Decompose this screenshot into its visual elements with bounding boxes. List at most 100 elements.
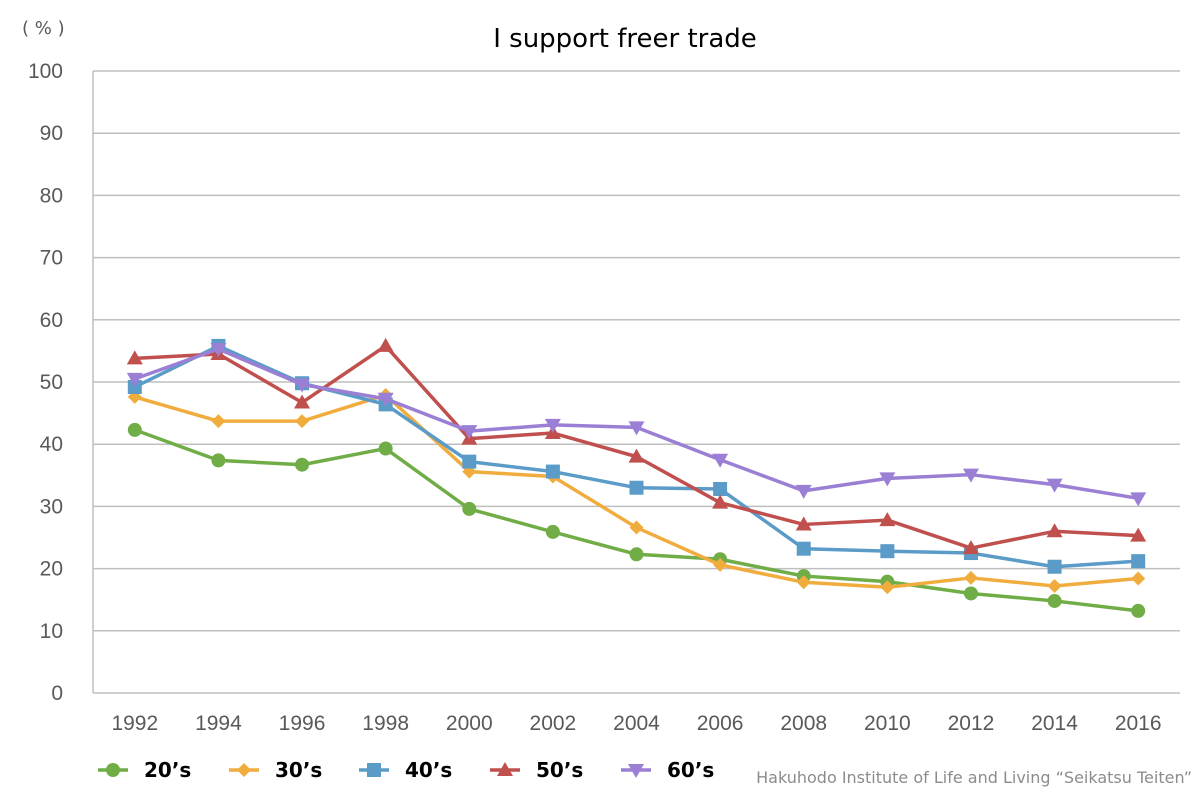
data-point-marker	[1130, 527, 1147, 542]
data-point-marker	[796, 541, 811, 556]
data-point-marker	[294, 378, 311, 393]
legend-label: 50’s	[536, 758, 583, 782]
legend-label: 20’s	[144, 758, 191, 782]
legend: 20’s 30’s 40’s 50’s 60’s	[98, 758, 714, 782]
legend-swatch-marker	[497, 762, 513, 776]
legend-swatch-marker	[237, 763, 251, 777]
data-point-marker	[210, 343, 227, 358]
x-tick-label: 1992	[111, 712, 158, 735]
series-lines	[126, 337, 1147, 618]
data-point-marker	[962, 540, 979, 555]
legend-item: 60’s	[621, 758, 714, 782]
legend-label: 30’s	[275, 758, 322, 782]
data-point-marker	[1046, 523, 1063, 538]
y-tick-label: 40	[40, 433, 63, 456]
x-tick-label: 2004	[613, 712, 660, 735]
data-point-marker	[462, 454, 477, 469]
data-point-marker	[629, 547, 644, 562]
y-axis-unit-label: ( % )	[22, 18, 65, 39]
data-point-marker	[545, 524, 560, 539]
data-point-marker	[879, 472, 896, 487]
y-tick-label: 70	[40, 247, 63, 270]
series-1	[127, 422, 1146, 618]
axes	[92, 71, 1180, 694]
data-point-marker	[879, 512, 896, 527]
series-5	[126, 343, 1147, 507]
y-tick-label: 30	[40, 495, 63, 518]
data-point-marker	[963, 586, 978, 601]
x-tick-label: 1996	[279, 712, 326, 735]
data-point-marker	[1131, 554, 1146, 569]
x-tick-label: 1998	[362, 712, 409, 735]
data-point-marker	[880, 544, 895, 559]
data-point-marker	[796, 575, 811, 590]
legend-item: 50’s	[490, 758, 583, 782]
legend-swatch-marker	[367, 763, 381, 777]
data-point-marker	[963, 570, 978, 585]
x-tick-label: 2016	[1115, 712, 1162, 735]
data-point-marker	[1047, 593, 1062, 608]
data-point-marker	[628, 448, 645, 463]
y-tick-label: 60	[40, 309, 63, 332]
legend-swatch-marker	[106, 763, 120, 777]
data-point-marker	[377, 392, 394, 407]
data-point-marker	[462, 501, 477, 516]
data-point-marker	[126, 350, 143, 365]
x-axis-ticks: 1992 1994 1996 1998 2000 2002 2004 2006 2008 2010…	[111, 712, 1161, 735]
legend-item: 30’s	[229, 758, 322, 782]
data-point-marker	[795, 516, 812, 531]
x-tick-label: 2006	[697, 712, 744, 735]
x-tick-label: 1994	[195, 712, 242, 735]
data-point-marker	[461, 425, 478, 440]
legend-item: 20’s	[98, 758, 191, 782]
legend-item: 40’s	[359, 758, 452, 782]
data-point-marker	[880, 580, 895, 595]
data-point-marker	[1047, 559, 1062, 574]
data-point-marker	[713, 557, 728, 572]
data-point-marker	[628, 421, 645, 436]
y-tick-label: 90	[40, 122, 63, 145]
data-point-marker	[1131, 603, 1146, 618]
x-tick-label: 2000	[446, 712, 493, 735]
legend-label: 40’s	[405, 758, 452, 782]
data-point-marker	[629, 520, 644, 535]
data-point-marker	[1047, 579, 1062, 594]
x-tick-label: 2008	[780, 712, 827, 735]
data-point-marker	[1130, 492, 1147, 507]
data-point-marker	[294, 394, 311, 409]
legend-swatch-marker	[628, 764, 644, 778]
chart-title: I support freer trade	[493, 24, 757, 54]
series-4	[126, 337, 1147, 555]
data-point-marker	[1046, 478, 1063, 493]
y-tick-label: 50	[40, 371, 63, 394]
data-point-marker	[211, 453, 226, 468]
data-point-marker	[211, 414, 226, 429]
data-point-marker	[712, 494, 729, 509]
gridlines	[93, 70, 1180, 632]
data-point-marker	[629, 480, 644, 495]
y-tick-label: 80	[40, 184, 63, 207]
data-point-marker	[295, 457, 310, 472]
y-tick-label: 100	[28, 60, 63, 83]
y-tick-label: 20	[40, 558, 63, 581]
y-axis-ticks: 0 10 20 30 40 50 60 70 80 90 100	[28, 60, 63, 705]
data-point-marker	[544, 418, 561, 433]
y-tick-label: 0	[51, 682, 63, 705]
source-credit: Hakuhodo Institute of Life and Living “S…	[756, 768, 1192, 787]
data-point-marker	[127, 422, 142, 437]
x-tick-label: 2012	[948, 712, 995, 735]
data-point-marker	[378, 441, 393, 456]
data-point-marker	[545, 464, 560, 479]
x-tick-label: 2010	[864, 712, 911, 735]
legend-label: 60’s	[667, 758, 714, 782]
data-point-marker	[377, 337, 394, 352]
x-tick-label: 2002	[530, 712, 577, 735]
data-point-marker	[795, 484, 812, 499]
data-point-marker	[712, 453, 729, 468]
data-point-marker	[126, 372, 143, 387]
data-point-marker	[295, 414, 310, 429]
x-tick-label: 2014	[1031, 712, 1078, 735]
data-point-marker	[1131, 571, 1146, 586]
data-point-marker	[713, 481, 728, 496]
